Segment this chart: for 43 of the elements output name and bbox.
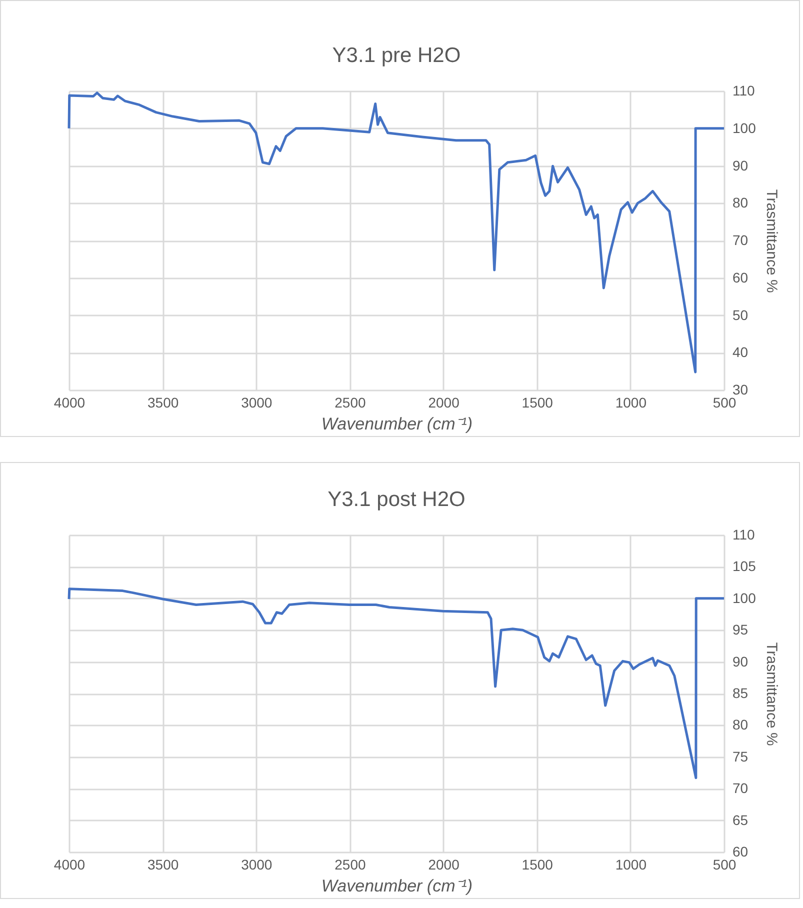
- x-tick-label: 1500: [522, 856, 554, 872]
- y-tick-label: 65: [732, 812, 748, 828]
- y-tick-label: 95: [732, 622, 748, 638]
- x-axis-title: Wavenumber (cm⁻¹): [321, 876, 473, 896]
- y-tick-label: 50: [732, 306, 748, 323]
- y-axis-title: Trasmittance %: [762, 642, 780, 746]
- y-tick-label: 100: [732, 590, 756, 606]
- y-tick-label: 110: [732, 526, 756, 542]
- y-tick-label: 100: [732, 120, 756, 136]
- x-tick-label: 2500: [334, 394, 366, 410]
- x-tick-label: 4000: [54, 856, 86, 872]
- y-tick-label: 70: [732, 232, 748, 248]
- y-tick-label: 110: [732, 82, 756, 98]
- x-tick-label: 3500: [147, 394, 179, 410]
- y-tick-label: 90: [732, 157, 748, 174]
- y-tick-label: 90: [732, 653, 748, 670]
- x-tick-label: 3000: [241, 394, 272, 410]
- x-tick-label: 1000: [615, 856, 647, 872]
- x-tick-label: 2000: [428, 856, 460, 872]
- x-tick-label: 500: [712, 856, 736, 872]
- y-tick-label: 60: [732, 844, 748, 860]
- x-tick-label: 1000: [615, 394, 647, 410]
- line-series: [68, 588, 726, 780]
- x-tick-label: 1500: [522, 394, 554, 410]
- chart-title: Y3.1 pre H2O: [332, 44, 461, 67]
- x-tick-label: 2000: [428, 394, 460, 410]
- y-tick-label: 80: [732, 194, 748, 211]
- x-tick-label: 3000: [241, 856, 272, 872]
- chart-title: Y3.1 post H2O: [328, 488, 466, 511]
- x-tick-label: 500: [712, 394, 736, 410]
- x-tick-label: 3500: [147, 856, 179, 872]
- y-tick-label: 30: [732, 382, 748, 398]
- y-tick-label: 40: [732, 344, 748, 360]
- y-tick-label: 85: [732, 685, 748, 701]
- x-tick-label: 4000: [54, 394, 86, 410]
- y-tick-label: 105: [732, 558, 756, 574]
- x-axis-title: Wavenumber (cm⁻¹): [321, 414, 473, 434]
- y-tick-label: 70: [732, 780, 748, 796]
- y-tick-label: 75: [732, 748, 748, 764]
- y-axis-title: Trasmittance %: [762, 189, 780, 293]
- y-tick-label: 60: [732, 269, 748, 286]
- y-tick-label: 80: [732, 716, 748, 733]
- x-tick-label: 2500: [334, 856, 366, 872]
